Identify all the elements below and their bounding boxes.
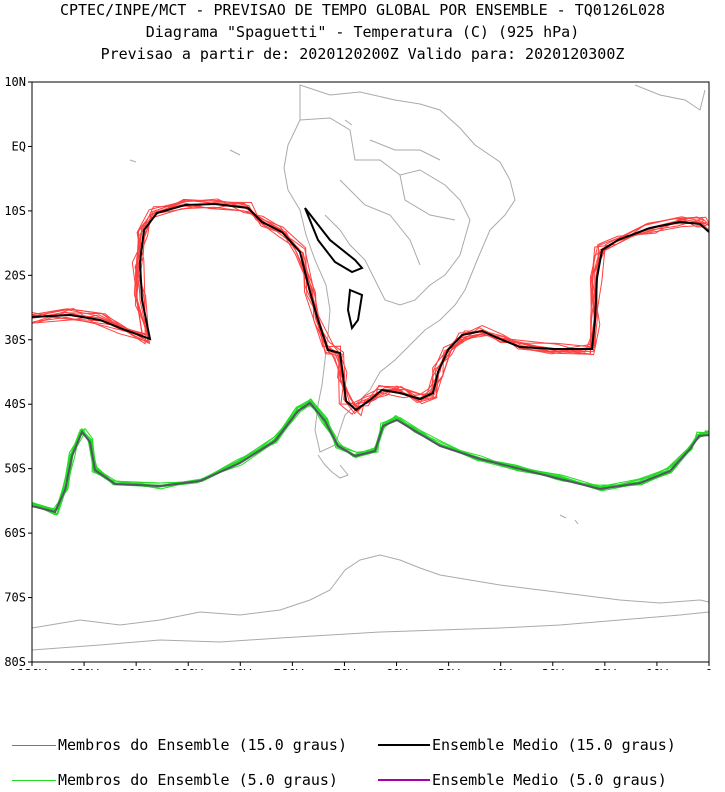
lat-label: 40S <box>4 397 26 411</box>
mean-15-contour <box>32 202 709 412</box>
ensemble-member-contour <box>33 404 709 512</box>
ensemble-member-contour <box>34 400 709 516</box>
ensemble-member-contour <box>32 199 705 417</box>
legend-label-mean-5: Ensemble Medio (5.0 graus) <box>432 771 667 789</box>
lon-label: 90W <box>229 667 251 670</box>
lat-label: 10N <box>4 75 26 89</box>
legend: Membros do Ensemble (15.0 graus) Ensembl… <box>0 730 725 792</box>
lat-label: 80S <box>4 655 26 669</box>
ensemble-member-contour <box>33 401 709 512</box>
lon-label: 70W <box>334 667 356 670</box>
lat-label: 50S <box>4 462 26 476</box>
legend-members-15: Membros do Ensemble (15.0 graus) <box>12 736 347 754</box>
title-line-2: Diagrama "Spaguetti" - Temperatura (C) (… <box>145 23 580 41</box>
legend-swatch-members-5 <box>12 779 56 781</box>
lat-label: 60S <box>4 526 26 540</box>
mean-5-contour <box>32 401 709 514</box>
ensemble-member-contour <box>32 403 709 515</box>
lat-label: 10S <box>4 204 26 218</box>
legend-label-mean-15: Ensemble Medio (15.0 graus) <box>432 736 676 754</box>
legend-label-members-15: Membros do Ensemble (15.0 graus) <box>58 736 347 754</box>
ensemble-member-contour <box>32 400 709 516</box>
lon-label: 20W <box>594 667 616 670</box>
ensemble-member-contour <box>32 199 705 407</box>
ensemble-member-contour <box>32 202 709 413</box>
plot-frame <box>31 81 710 663</box>
ensemble-member-contour <box>32 206 709 416</box>
ensemble-member-contour <box>32 398 709 511</box>
lon-label: 0 <box>705 667 712 670</box>
ensemble-member-contour <box>32 198 709 406</box>
axis-ticks: 10N EQ 10S 20S 30S 40S 50S 60S 70S 80S130W 120W 110… <box>4 75 712 670</box>
title-line-3: Previsao a partir de: 2020120200Z Valido… <box>100 45 625 63</box>
legend-mean-5: Ensemble Medio (5.0 graus) <box>378 771 667 789</box>
members-5-contours <box>32 398 709 516</box>
legend-swatch-mean-5 <box>378 779 430 781</box>
lon-label: 110W <box>122 667 152 670</box>
spaghetti-map: 10N EQ 10S 20S 30S 40S 50S 60S 70S 80S130W 120W 110… <box>4 75 712 670</box>
lat-label: 20S <box>4 268 26 282</box>
lon-label: 120W <box>70 667 100 670</box>
ensemble-member-contour <box>32 199 706 408</box>
members-15-contours <box>32 198 709 417</box>
legend-swatch-mean-15 <box>378 744 430 746</box>
ensemble-member-contour <box>32 403 709 510</box>
ensemble-member-contour <box>32 202 709 409</box>
ensemble-member-contour <box>32 201 707 407</box>
ensemble-member-contour <box>33 399 709 516</box>
ensemble-member-contour <box>32 402 707 511</box>
ensemble-member-contour <box>33 198 706 405</box>
legend-swatch-members-15 <box>12 744 56 746</box>
lat-label: 30S <box>4 333 26 347</box>
legend-members-5: Membros do Ensemble (5.0 graus) <box>12 771 338 789</box>
title-line-1: CPTEC/INPE/MCT - PREVISAO DE TEMPO GLOBA… <box>59 1 666 19</box>
lon-label: 50W <box>438 667 460 670</box>
lat-label: 70S <box>4 591 26 605</box>
coastlines <box>32 84 709 651</box>
lon-label: 40W <box>490 667 512 670</box>
lat-label: EQ <box>12 139 26 153</box>
lon-label: 30W <box>542 667 564 670</box>
lon-label: 100W <box>174 667 204 670</box>
lon-label: 130W <box>18 667 48 670</box>
lon-label: 80W <box>282 667 304 670</box>
legend-mean-15: Ensemble Medio (15.0 graus) <box>378 736 676 754</box>
lon-label: 10W <box>646 667 668 670</box>
legend-label-members-5: Membros do Ensemble (5.0 graus) <box>58 771 338 789</box>
lon-label: 60W <box>386 667 408 670</box>
